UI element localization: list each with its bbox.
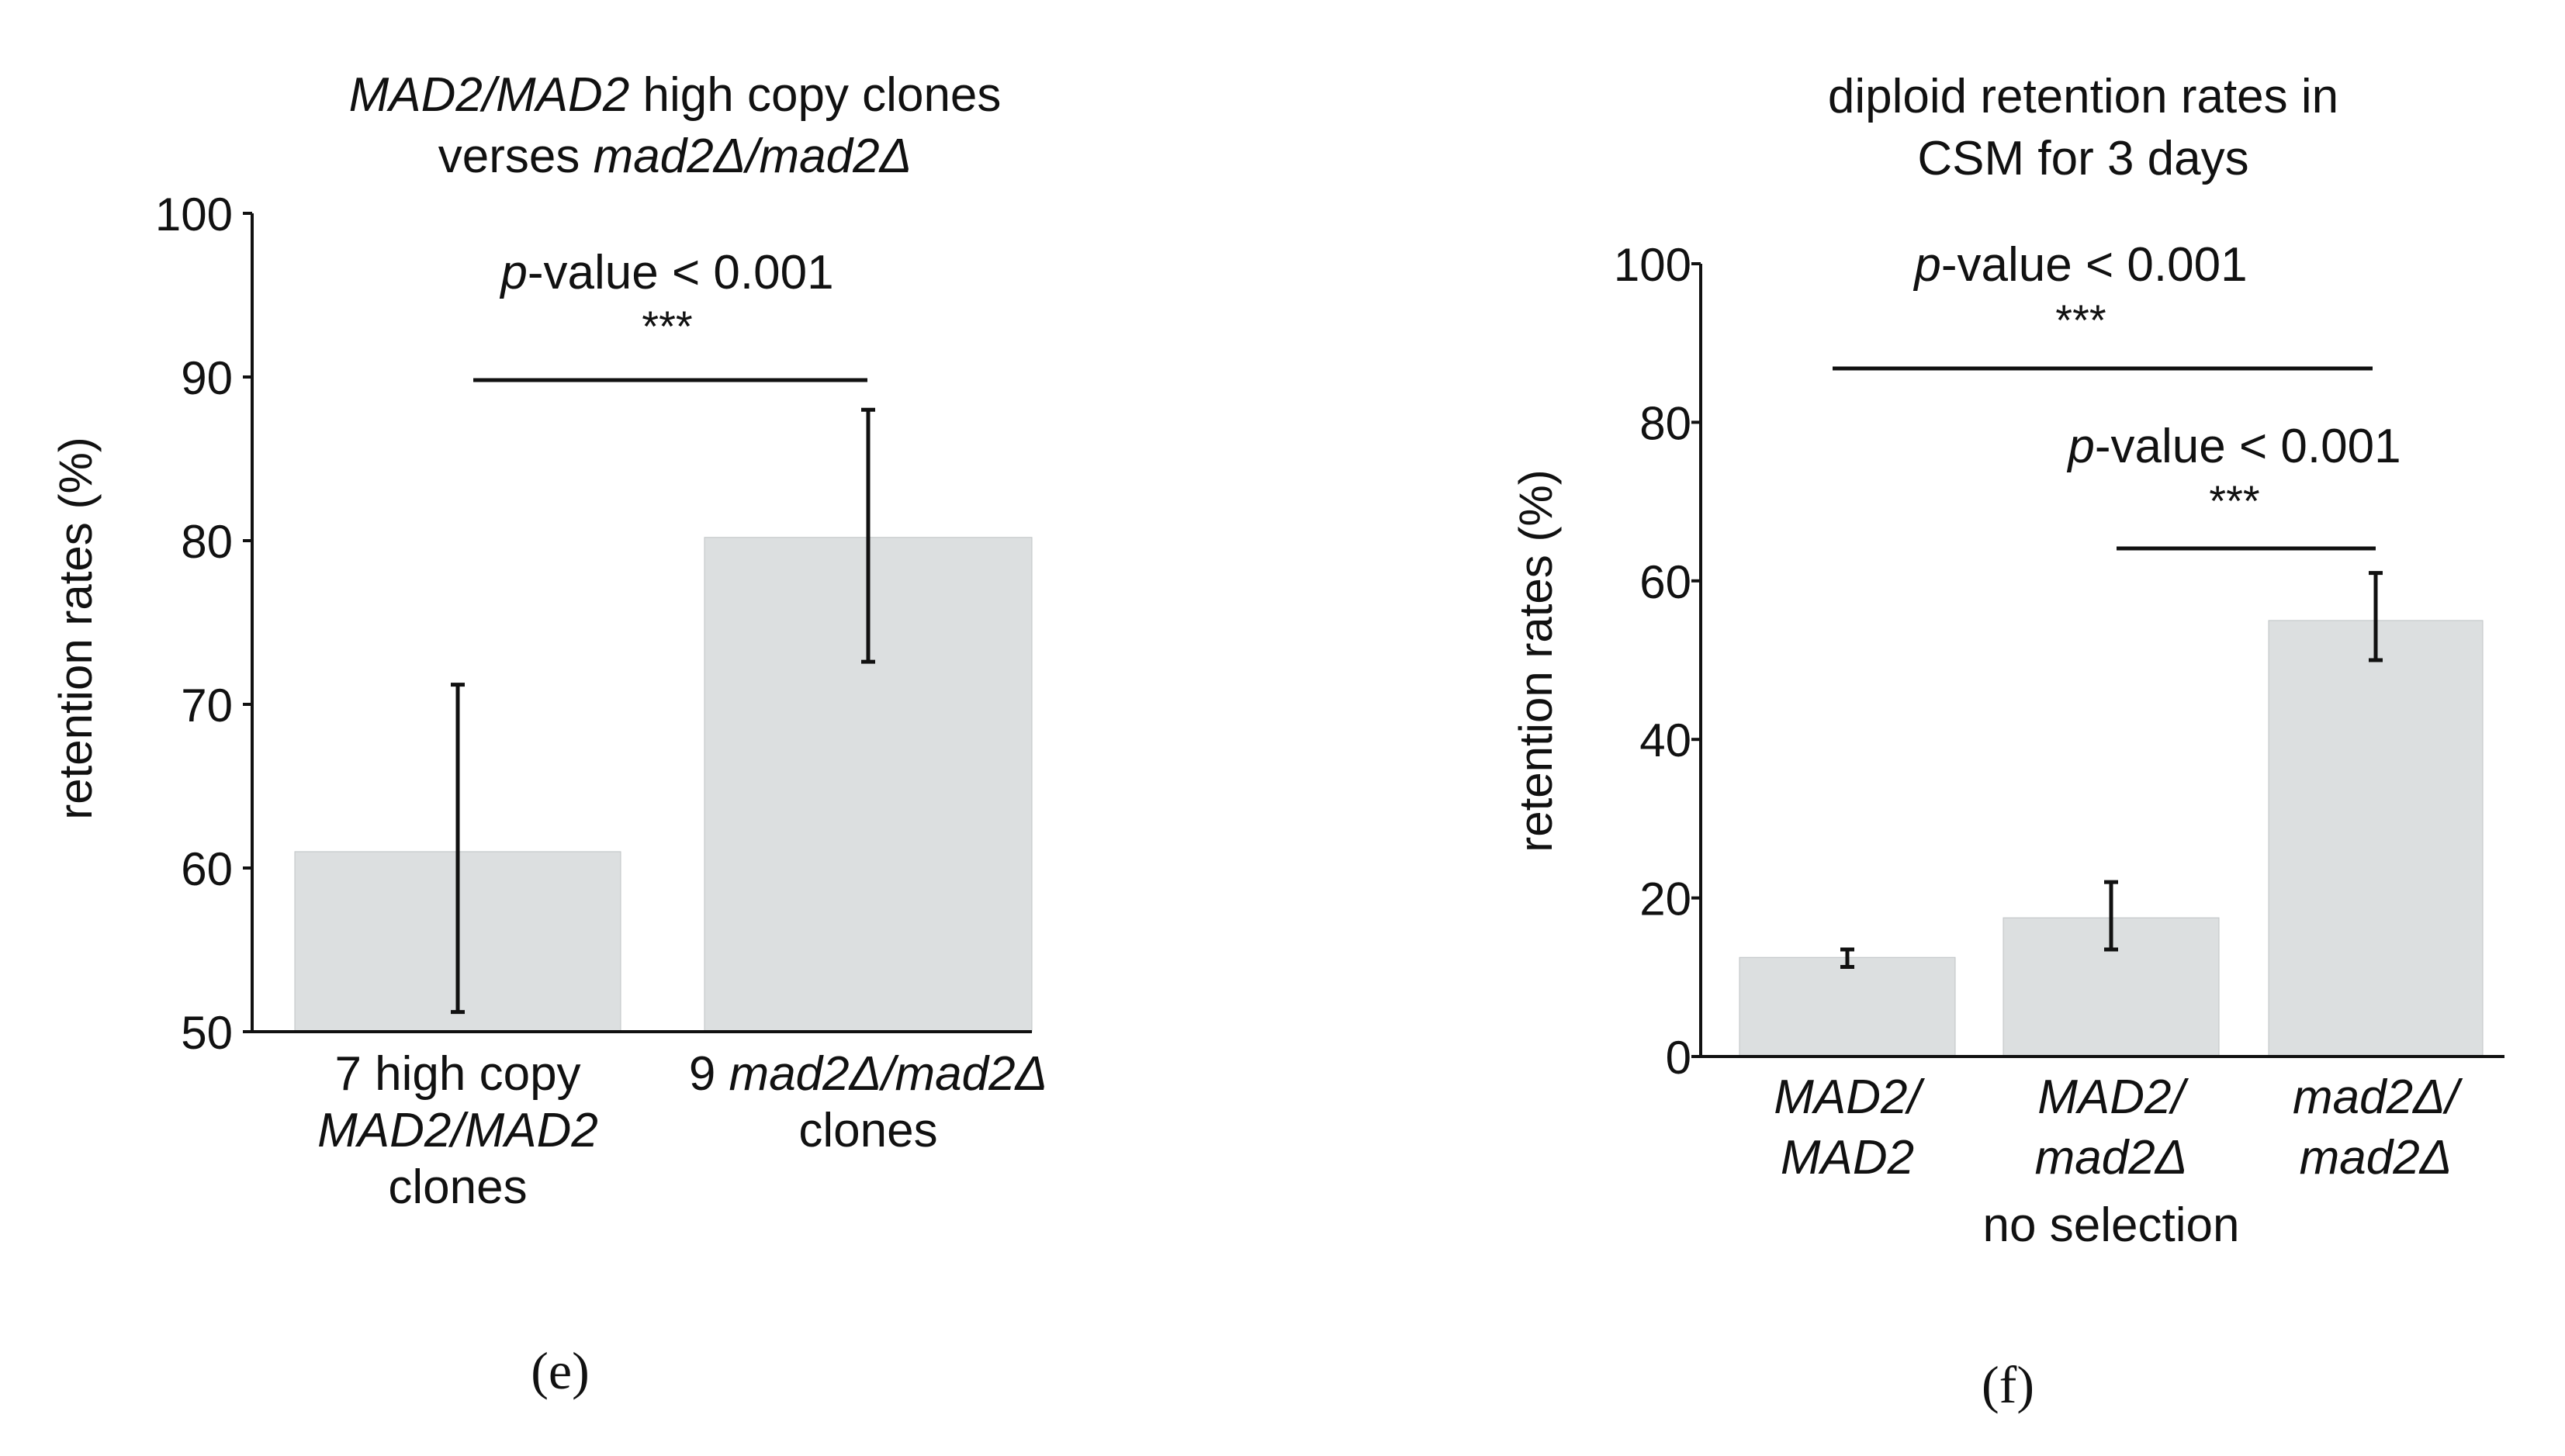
chart-title-line-2: verses mad2Δ/mad2Δ <box>438 130 912 183</box>
category-text: mad2Δ <box>2300 1131 2452 1185</box>
title-plain-part: diploid retention rates in <box>1828 70 2338 123</box>
bar-3 <box>2268 620 2484 1057</box>
y-tick-label: 40 <box>1639 714 1691 766</box>
title-italic-part: mad2Δ/mad2Δ <box>594 130 912 183</box>
error-bar-2 <box>2104 880 2118 952</box>
y-tick-label: 100 <box>155 188 233 240</box>
category-text: mad2Δ <box>2035 1131 2188 1185</box>
category-text: clones <box>388 1160 527 1214</box>
category-text: mad2Δ/ <box>2293 1070 2463 1124</box>
y-tick-label: 20 <box>1639 873 1691 925</box>
y-tick-label: 100 <box>1614 239 1691 291</box>
p-value-text: -value < 0.001 <box>528 246 834 299</box>
x-category-label: mad2Δ <box>2300 1131 2452 1185</box>
chart-title-line-1: MAD2/MAD2 high copy clones <box>349 68 1002 122</box>
p-value-text: -value < 0.001 <box>2095 420 2401 473</box>
error-bar-2 <box>861 407 875 664</box>
y-axis-label: retention rates (%) <box>50 437 102 820</box>
y-tick-label: 70 <box>181 680 233 731</box>
bar-1 <box>1739 956 1956 1057</box>
category-text: MAD2/MAD2 <box>317 1104 598 1157</box>
significance-stars: *** <box>642 302 692 351</box>
panel-label: (f) <box>1982 1355 2034 1414</box>
title-italic-part: MAD2/MAD2 <box>349 68 630 122</box>
error-bar-3 <box>2369 571 2383 662</box>
p-value-text: -value < 0.001 <box>1941 238 2248 292</box>
significance-stars: *** <box>2209 476 2259 525</box>
category-text: clones <box>798 1104 937 1157</box>
x-category-label: mad2Δ/ <box>2293 1070 2463 1124</box>
title-plain-part: verses <box>438 130 594 183</box>
x-category-label: 9 mad2Δ/mad2Δ <box>689 1047 1047 1101</box>
y-tick-label: 50 <box>181 1007 233 1059</box>
category-text: MAD2/ <box>1774 1070 1925 1124</box>
y-tick-label: 60 <box>1639 556 1691 608</box>
x-category-label: MAD2/ <box>1774 1070 1925 1124</box>
p-italic: p <box>2066 420 2094 473</box>
chart-panel-e: MAD2/MAD2 high copy clones verses mad2Δ/m… <box>50 68 1047 1400</box>
error-bar-1 <box>451 683 465 1015</box>
x-category-label: MAD2 <box>1781 1131 1914 1185</box>
category-text: MAD2 <box>1781 1131 1914 1185</box>
category-text: MAD2/ <box>2037 1070 2189 1124</box>
significance-annotation-1: p-value < 0.001*** <box>473 246 867 382</box>
significance-annotation-1: p-value < 0.001*** <box>1833 238 2373 371</box>
x-category-label: MAD2/ <box>2037 1070 2189 1124</box>
x-category-label: clones <box>388 1160 527 1214</box>
p-value-label: p-value < 0.001 <box>1912 238 2247 292</box>
x-category-label: MAD2/MAD2 <box>317 1104 598 1157</box>
p-value-label: p-value < 0.001 <box>2066 420 2401 473</box>
x-category-label: 7 high copy <box>334 1047 580 1101</box>
error-bar-1 <box>1840 947 1854 970</box>
y-tick-label: 90 <box>181 352 233 404</box>
x-category-label: clones <box>798 1104 937 1157</box>
p-italic: p <box>1912 238 1940 292</box>
title-plain-part: CSM for 3 days <box>1917 132 2248 185</box>
chart-panel-f: diploid retention rates in CSM for 3 days… <box>1510 70 2504 1414</box>
significance-stars: *** <box>2055 296 2106 344</box>
p-italic: p <box>499 246 527 299</box>
title-plain-part: high copy clones <box>629 68 1001 122</box>
y-tick-label: 80 <box>181 516 233 568</box>
panel-label: (e) <box>531 1341 589 1400</box>
category-prefix: 9 <box>689 1047 729 1101</box>
y-axis-label: retention rates (%) <box>1510 469 1562 853</box>
y-tick-label: 0 <box>1666 1032 1691 1084</box>
x-category-label: mad2Δ <box>2035 1131 2188 1185</box>
category-text: mad2Δ/mad2Δ <box>729 1047 1048 1101</box>
significance-annotation-2: p-value < 0.001*** <box>2066 420 2401 551</box>
x-group-label: no selection <box>1983 1198 2240 1252</box>
y-tick-label: 80 <box>1639 397 1691 449</box>
p-value-label: p-value < 0.001 <box>499 246 833 299</box>
chart-title-line-1: diploid retention rates in <box>1828 70 2338 123</box>
chart-title-line-2: CSM for 3 days <box>1917 132 2248 185</box>
y-tick-label: 60 <box>181 843 233 895</box>
category-text: 7 high copy <box>334 1047 580 1101</box>
